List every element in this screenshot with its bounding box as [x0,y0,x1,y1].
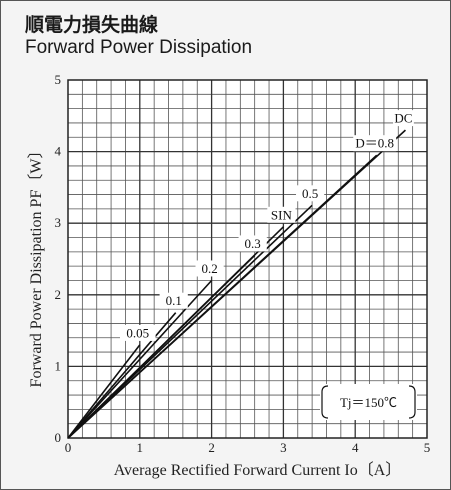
curve-line [67,312,177,439]
curve-label: 0.1 [166,293,182,308]
curve-label-bg [267,206,296,223]
note-background [320,384,417,420]
x-tick-label: 3 [280,440,287,455]
curve-label: 0.5 [302,186,318,201]
curve-label: 0.3 [245,236,261,251]
curve-label: 0.05 [126,325,149,340]
curve-label-bg [159,292,188,309]
y-tick-label: 5 [55,72,62,87]
y-tick-label: 3 [55,215,62,230]
curve-line [67,204,313,439]
x-axis-title: Average Rectified Forward Current Io〔A〕 [114,461,402,479]
curve-label: DC [394,111,412,126]
x-tick-label: 5 [424,440,431,455]
chart-title-japanese: 順電力損失曲線 [25,14,159,36]
x-tick-label: 4 [352,440,359,455]
grid-major [68,80,427,438]
x-tick-label: 0 [65,440,72,455]
curve-label: 0.2 [201,261,217,276]
plot-border [67,79,428,439]
curve-line [67,344,141,439]
x-tick-label: 1 [137,440,144,455]
y-tick-label: 1 [55,358,62,373]
curve-label: D＝0.8 [355,136,394,151]
tj-annotation: Tj＝150℃ [340,395,397,410]
curve-label-bg [393,110,414,127]
temperature-note: Tj＝150℃ [320,384,417,420]
y-axis-ticks: 0 1 2 3 4 5 [55,72,62,445]
y-tick-label: 4 [55,144,62,159]
curve-label-bg [195,260,224,277]
curve-label-bg [238,235,267,252]
curve-label-bg [120,324,156,341]
curves [67,129,406,439]
curve-labels: 0.05 0.1 0.2 0.3 SIN 0.5 D＝0.8DC [120,110,414,341]
y-tick-label: 0 [55,430,62,445]
curve-label: SIN [271,207,293,222]
curve-label-bg [353,135,397,152]
note-bracket-left [321,385,329,419]
x-axis-ticks: 0 1 2 3 4 5 [65,440,431,455]
chart-title-english: Forward Power Dissipation [25,37,253,58]
curve-label-bg [296,185,325,202]
y-axis-title: Forward Power Dissipation PF〔W〕 [27,143,45,388]
curve-line [67,129,406,439]
x-tick-label: 2 [208,440,215,455]
y-tick-label: 2 [55,287,62,302]
note-bracket-right [408,385,416,419]
